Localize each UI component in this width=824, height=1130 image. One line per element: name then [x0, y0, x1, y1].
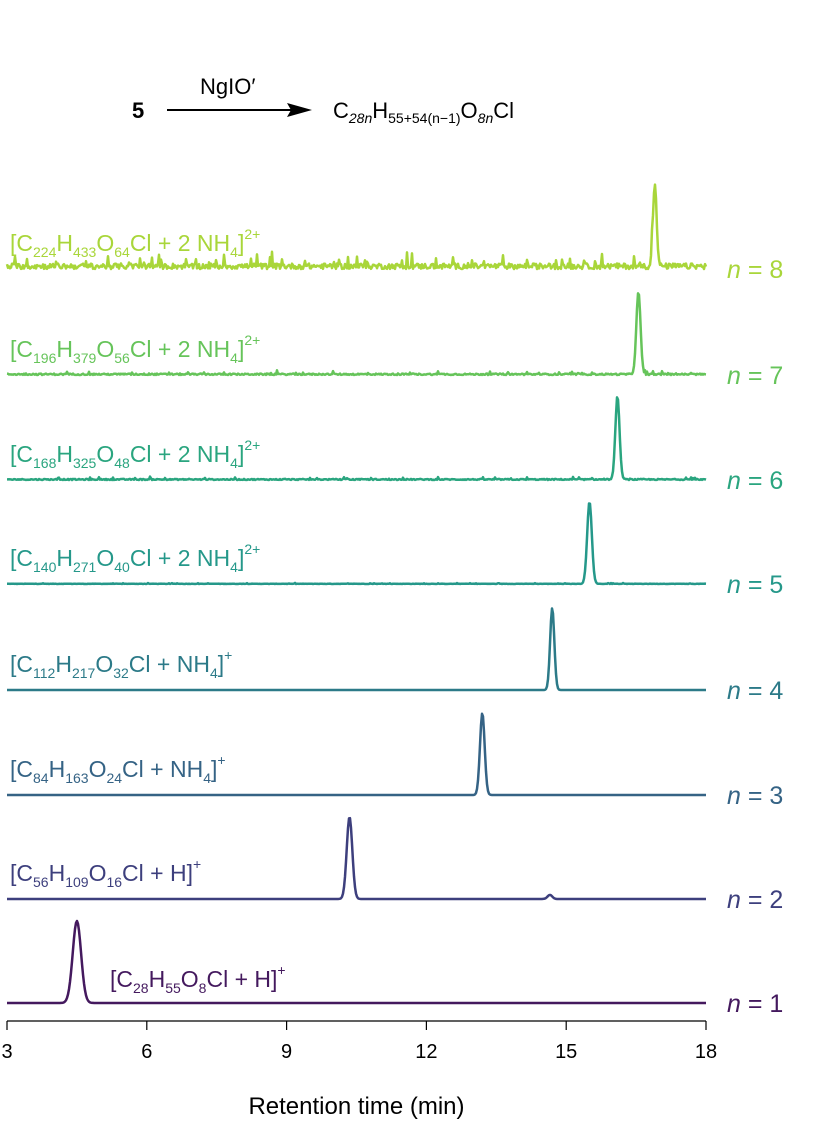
x-tick-label: 6	[141, 1041, 152, 1063]
n-label: n = 4	[727, 677, 783, 705]
trace-group: [C168H325O48Cl + 2 NH4]2+ n = 6	[6, 396, 783, 495]
trace-line	[6, 396, 707, 482]
peak-apex-marker	[349, 816, 350, 817]
trace-group: [C140H271O40Cl + 2 NH4]2+ n = 5	[6, 501, 783, 599]
trace-line	[6, 292, 707, 377]
n-label: n = 5	[727, 571, 783, 599]
ion-label: [C196H379O56Cl + 2 NH4]2+	[10, 332, 260, 366]
n-label: n = 6	[727, 467, 783, 495]
product-formula: C28nH55+54(n−1)O8nCl	[333, 98, 514, 126]
product-c-subscript: 28n	[348, 110, 373, 126]
trace-line	[6, 919, 707, 1005]
trace-group: [C84H163O24Cl + NH4]+ n = 3	[6, 712, 783, 810]
x-tick-label: 9	[281, 1041, 292, 1063]
peak-apex-marker	[654, 186, 655, 187]
peak-apex-marker	[549, 894, 550, 895]
trace-line	[6, 712, 707, 797]
n-label: n = 8	[727, 256, 783, 284]
product-tail: Cl	[493, 98, 514, 123]
x-tick-label: 15	[555, 1041, 577, 1063]
trace-group: [C224H433O64Cl + 2 NH4]2+ n = 8	[5, 183, 783, 284]
trace-group: [C112H217O32Cl + NH4]+ n = 4	[6, 607, 783, 705]
trace-line	[5, 183, 708, 271]
x-tick-label: 18	[695, 1041, 717, 1063]
ion-label: [C56H109O16Cl + H]+	[10, 856, 201, 890]
reagent-label: NgIO′	[200, 74, 255, 99]
ion-label: [C168H325O48Cl + 2 NH4]2+	[10, 437, 260, 471]
n-label: n = 1	[727, 990, 783, 1018]
reaction-scheme: 5 NgIO′ C28nH55+54(n−1)O8nCl	[132, 74, 514, 126]
trace-line	[6, 502, 707, 586]
trace-group: [C28H55O8Cl + H]+ n = 1	[6, 919, 783, 1018]
product-o-subscript: 8n	[478, 110, 494, 126]
peak-apex-marker	[76, 920, 77, 921]
trace-line	[6, 607, 707, 692]
ion-label: [C84H163O24Cl + NH4]+	[10, 752, 226, 786]
reaction-arrow-head	[287, 103, 312, 117]
n-label: n = 2	[727, 886, 783, 914]
peak-apex-marker	[617, 397, 618, 398]
peak-apex-marker	[552, 607, 553, 608]
peak-apex-marker	[589, 501, 590, 502]
trace-stack: [C28H55O8Cl + H]+ n = 1 [C56H109O16Cl + H]…	[5, 183, 783, 1018]
n-label: n = 3	[727, 782, 783, 810]
ion-label: [C28H55O8Cl + H]+	[110, 962, 286, 996]
peak-apex-marker	[482, 712, 483, 713]
x-tick-label: 12	[415, 1041, 437, 1063]
product-h-subscript: 55+54(n−1)	[388, 110, 460, 126]
ion-label: [C224H433O64Cl + 2 NH4]2+	[10, 226, 260, 260]
x-axis: 3 6 9 12 15 18 Retention time (min)	[1, 1020, 717, 1120]
trace-line	[6, 816, 707, 901]
peak-apex-marker	[638, 292, 639, 293]
trace-group: [C196H379O56Cl + 2 NH4]2+ n = 7	[6, 292, 783, 390]
x-tick-label: 3	[1, 1041, 12, 1063]
reactant-label: 5	[132, 98, 144, 123]
ion-label: [C140H271O40Cl + 2 NH4]2+	[10, 541, 260, 575]
n-label: n = 7	[727, 362, 783, 390]
ion-label: [C112H217O32Cl + NH4]+	[10, 647, 232, 681]
x-axis-title: Retention time (min)	[248, 1093, 464, 1120]
trace-group: [C56H109O16Cl + H]+ n = 2	[6, 816, 783, 914]
